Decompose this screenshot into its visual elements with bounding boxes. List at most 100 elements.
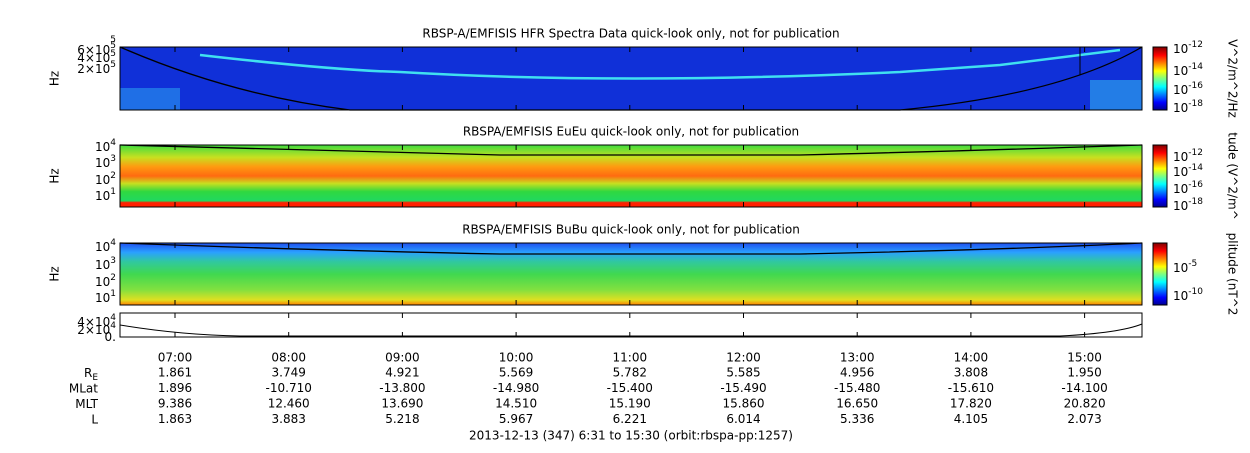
time-label: 13:00 [840, 351, 875, 365]
ephemeris-value: 15.860 [723, 397, 765, 411]
y-tick-label-sup: 2 [110, 171, 116, 181]
ephemeris-value: 14.510 [495, 397, 537, 411]
colorbar-tick-label: 10-14 [1173, 163, 1203, 179]
ephemeris-value: 1.863 [158, 412, 192, 426]
ephemeris-value: -14.100 [1061, 381, 1107, 395]
y-tick-label: 101 [95, 289, 116, 305]
ephemeris-label: MLT [75, 397, 98, 411]
y-axis-label: Hz [48, 266, 62, 281]
colorbar-label: V^2/m^2/Hz [1226, 39, 1240, 118]
colorbar-tick-label-sup: -12 [1188, 40, 1203, 50]
ephemeris-value: 1.950 [1067, 366, 1101, 380]
ephemeris-value: 1.861 [158, 366, 192, 380]
time-label: 11:00 [613, 351, 648, 365]
ephemeris-value: 6.014 [726, 412, 760, 426]
y-tick-label-text: 4×10 [77, 315, 110, 329]
ephemeris-value: 12.460 [268, 397, 310, 411]
trace [119, 144, 1143, 156]
y-tick-label: 104 [95, 138, 116, 154]
colorbar-tick-label-text: 10 [1173, 182, 1188, 196]
ephemeris-value: -14.980 [493, 381, 539, 395]
ephemeris-value: 5.585 [726, 366, 760, 380]
colorbar-tick-label: 10-16 [1173, 180, 1203, 196]
colorbar-tick-label: 10-5 [1173, 259, 1197, 275]
colorbar-tick-label: 10-12 [1173, 148, 1203, 164]
colorbar-tick-label-text: 10 [1173, 64, 1188, 78]
spectrogram-line [199, 48, 1121, 80]
y-tick-label-sup: 1 [110, 187, 116, 197]
ephemeris-value: 3.808 [954, 366, 988, 380]
panel-title: RBSPA/EMFISIS EuEu quick-look only, not … [463, 125, 799, 139]
y-tick-label-text: 10 [95, 156, 110, 170]
colorbar-tick-label-sup: -14 [1188, 62, 1203, 72]
ephemeris-value: 5.336 [840, 412, 874, 426]
colorbar-tick-label-text: 10 [1173, 261, 1188, 275]
time-label: 08:00 [271, 351, 306, 365]
colorbar-tick-label-text: 10 [1173, 83, 1188, 97]
ephemeris-value: 3.749 [272, 366, 306, 380]
y-tick-label: 6×105 [77, 41, 116, 57]
y-tick-label-text: 2×10 [77, 62, 110, 76]
ephemeris-value: -15.490 [720, 381, 766, 395]
y-axis-label: Hz [48, 168, 62, 183]
colorbar-tick-label: 10-16 [1173, 81, 1203, 97]
y-tick-label: 4×105 [77, 49, 116, 65]
y-tick-label-sup: 1 [110, 289, 116, 299]
panel-frame [119, 242, 1143, 306]
colorbar-tick-label-text: 10 [1173, 42, 1188, 56]
colorbar-label: tude (V^2/m^ [1226, 132, 1240, 220]
panel-frame [119, 312, 1143, 338]
y-tick-label: 4×104 [77, 313, 116, 329]
ephemeris-value: 4.921 [385, 366, 419, 380]
y-tick-label-text: 10 [95, 140, 110, 154]
ephemeris-value: 15.190 [609, 397, 651, 411]
y-tick-label: 103 [95, 256, 116, 272]
y-tick-label: 101 [95, 187, 116, 203]
ephemeris-value: 3.883 [272, 412, 306, 426]
ephemeris-value: 4.956 [840, 366, 874, 380]
y-tick-label-sup: 5 [110, 35, 116, 45]
y-tick-label-text: 4×10 [77, 51, 110, 65]
y-tick-label: 102 [95, 273, 116, 289]
ephemeris-value: 5.967 [499, 412, 533, 426]
y-tick-label-sup: 3 [110, 256, 116, 266]
time-label: 12:00 [726, 351, 761, 365]
ephemeris-label-text: L [91, 412, 98, 426]
panel-frame [119, 46, 1143, 111]
ephemeris-value: 9.386 [158, 397, 192, 411]
colorbar-tick-label-text: 10 [1173, 289, 1188, 303]
time-label: 09:00 [385, 351, 420, 365]
colorbar-tick-label-text: 10 [1173, 199, 1188, 213]
colorbar-tick-label-sup: -16 [1188, 81, 1203, 91]
y-tick-label-text: 10 [95, 291, 110, 305]
ephemeris-value: -15.610 [948, 381, 994, 395]
colorbar-tick-label-sup: -14 [1188, 163, 1203, 173]
ephemeris-value: 20.820 [1064, 397, 1106, 411]
colorbar-tick-label: 10-12 [1173, 40, 1203, 56]
ephemeris-label: RE [84, 366, 98, 383]
y-tick-label-text: 0. [105, 330, 116, 344]
time-label: 10:00 [499, 351, 534, 365]
ephemeris-value: 5.569 [499, 366, 533, 380]
spectrogram-feature [1090, 80, 1142, 110]
y-tick-label-sup: 2 [110, 273, 116, 283]
spectrogram [120, 243, 1142, 305]
y-tick-label-text: 6×10 [77, 43, 110, 57]
ephemeris-value: -10.710 [266, 381, 312, 395]
y-tick-label-sup: 3 [110, 154, 116, 164]
y-tick-label-text: 10 [95, 240, 110, 254]
y-tick-label-sup: 5 [110, 41, 116, 51]
y-tick-label-text: 10 [95, 189, 110, 203]
colorbar-tick-label: 10-10 [1173, 287, 1203, 303]
time-label: 07:00 [158, 351, 193, 365]
colorbar-tick-label-sup: -12 [1188, 148, 1203, 158]
y-tick-label-text: 10 [95, 258, 110, 272]
ephemeris-value: -13.800 [379, 381, 425, 395]
colorbar-tick-label: 10-14 [1173, 62, 1203, 78]
ephemeris-value: 4.105 [954, 412, 988, 426]
y-tick-label: 102 [95, 171, 116, 187]
y-tick-label: 2×104 [77, 321, 116, 337]
ephemeris-value: 17.820 [950, 397, 992, 411]
colorbar [1152, 242, 1168, 306]
time-label: 14:00 [954, 351, 989, 365]
